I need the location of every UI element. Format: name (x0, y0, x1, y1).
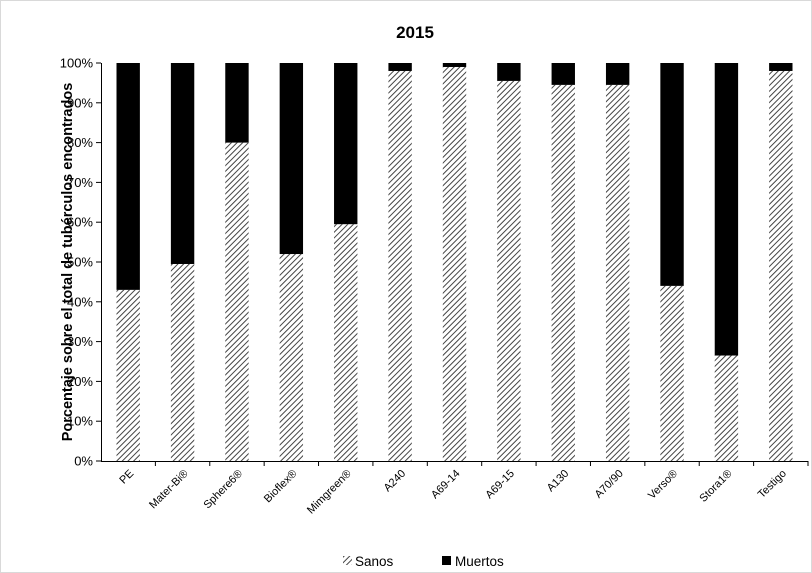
legend: Sanos Muertos (343, 554, 504, 569)
y-tick-label: 40% (67, 294, 93, 309)
bar-sanos-10 (660, 285, 684, 461)
y-tick-label: 10% (67, 414, 93, 429)
bar-muertos-6 (442, 63, 467, 67)
bar-muertos-11 (714, 63, 739, 356)
y-tick-label: 30% (67, 334, 93, 349)
bar-sanos-4 (334, 224, 358, 461)
y-tick-label: 80% (67, 135, 93, 150)
bar-muertos-1 (170, 63, 195, 264)
bar-muertos-10 (660, 63, 684, 286)
legend-label-sanos: Sanos (355, 554, 394, 569)
bar-sanos-6 (442, 66, 467, 461)
bar-muertos-8 (551, 63, 575, 85)
legend-swatch-sanos (343, 556, 352, 565)
y-axis-label: Porcentaje sobre el total de tubérculos … (60, 83, 76, 442)
bar-sanos-12 (769, 70, 793, 462)
bar-sanos-7 (497, 80, 521, 461)
y-tick-label: 0% (74, 454, 93, 469)
bar-sanos-1 (170, 263, 195, 461)
bar-sanos-9 (605, 84, 630, 461)
bar-sanos-8 (551, 84, 575, 461)
bar-muertos-12 (769, 63, 793, 71)
bar-sanos-3 (279, 254, 304, 461)
y-tick-label: 90% (67, 95, 93, 110)
legend-swatch-muertos (442, 556, 451, 565)
bars (116, 63, 793, 462)
chart-title: 2015 (396, 23, 434, 42)
bar-muertos-4 (334, 63, 358, 225)
y-tick-label: 20% (67, 374, 93, 389)
bar-sanos-2 (225, 142, 249, 461)
y-axis-ticks: 0% 10% 20% 30% 40% 50% 60% 70% 80% 90% 100% (60, 56, 101, 469)
bar-muertos-3 (279, 63, 304, 255)
bar-muertos-7 (497, 63, 521, 81)
y-tick-label: 100% (60, 56, 94, 71)
bar-muertos-2 (225, 63, 249, 143)
bar-sanos-5 (388, 70, 412, 462)
bar-muertos-5 (388, 63, 412, 71)
y-tick-label: 70% (67, 175, 93, 190)
bar-sanos-11 (714, 355, 739, 461)
legend-label-muertos: Muertos (455, 554, 504, 569)
y-tick-label: 60% (67, 215, 93, 230)
bar-muertos-0 (116, 63, 140, 290)
bar-sanos-0 (116, 289, 140, 461)
y-tick-label: 50% (67, 255, 93, 270)
bar-muertos-9 (605, 63, 630, 85)
